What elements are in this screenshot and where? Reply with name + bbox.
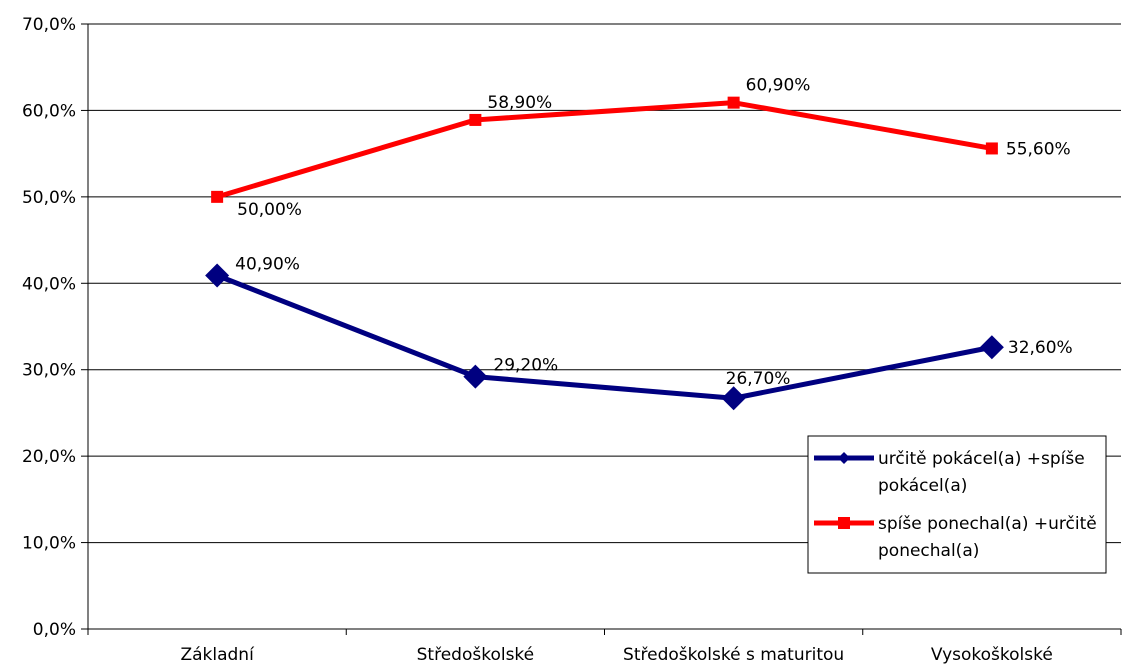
data-point xyxy=(205,263,230,288)
data-point xyxy=(721,386,746,411)
legend-item-1: určitě pokácel(a) +spíše pokácel(a) xyxy=(814,449,1085,496)
data-point xyxy=(463,364,488,389)
y-tick-label: 20,0% xyxy=(22,447,76,467)
x-axis-ticks: Základní Středoškolské Středoškolské s mat… xyxy=(87,629,1122,665)
x-tick-label: Středoškolské s maturitou xyxy=(623,645,844,665)
data-label: 40,90% xyxy=(235,255,300,275)
legend-item-2: spíše ponechal(a) +určitě ponechal(a) xyxy=(814,514,1097,561)
y-tick-label: 40,0% xyxy=(22,274,76,294)
legend-marker xyxy=(838,452,850,464)
legend-label: spíše ponechal(a) +určitě xyxy=(878,514,1097,534)
y-tick-label: 70,0% xyxy=(22,15,76,35)
series-1: 40,90% 29,20% 26,70% 32,60% xyxy=(205,255,1073,411)
data-point xyxy=(985,142,998,155)
series-group: 40,90% 29,20% 26,70% 32,60% 50,00% 58,90% 60,9… xyxy=(205,76,1073,411)
x-tick-label: Vysokoškolské xyxy=(931,645,1053,665)
y-tick-label: 0,0% xyxy=(33,620,76,640)
legend-label: pokácel(a) xyxy=(878,476,967,496)
x-tick-label: Středoškolské xyxy=(417,645,535,665)
legend: určitě pokácel(a) +spíše pokácel(a) spíše … xyxy=(807,435,1107,574)
data-label: 55,60% xyxy=(1006,139,1071,159)
legend-label: ponechal(a) xyxy=(878,541,979,561)
y-axis-ticks: 0,0% 10,0% 20,0% 30,0% 40,0% 50,0% 60,0% 70,0% xyxy=(22,15,88,640)
legend-marker xyxy=(838,517,850,529)
legend-box xyxy=(807,435,1107,574)
series-line xyxy=(216,100,993,200)
data-point xyxy=(469,113,482,126)
legend-label: určitě pokácel(a) +spíše xyxy=(878,449,1085,469)
series-2: 50,00% 58,90% 60,90% 55,60% xyxy=(211,76,1071,220)
data-label: 60,90% xyxy=(746,76,811,96)
y-tick-label: 30,0% xyxy=(22,361,76,381)
data-label: 26,70% xyxy=(726,369,791,389)
x-tick-label: Základní xyxy=(180,645,255,665)
data-label: 58,90% xyxy=(487,93,552,113)
y-tick-label: 50,0% xyxy=(22,188,76,208)
data-label: 50,00% xyxy=(237,200,302,220)
y-tick-label: 10,0% xyxy=(22,534,76,554)
data-point xyxy=(727,96,740,109)
data-label: 32,60% xyxy=(1008,338,1073,358)
data-point xyxy=(979,335,1004,360)
data-label: 29,20% xyxy=(493,356,558,376)
data-point xyxy=(211,190,224,203)
y-tick-label: 60,0% xyxy=(22,101,76,121)
series-line xyxy=(216,273,993,401)
